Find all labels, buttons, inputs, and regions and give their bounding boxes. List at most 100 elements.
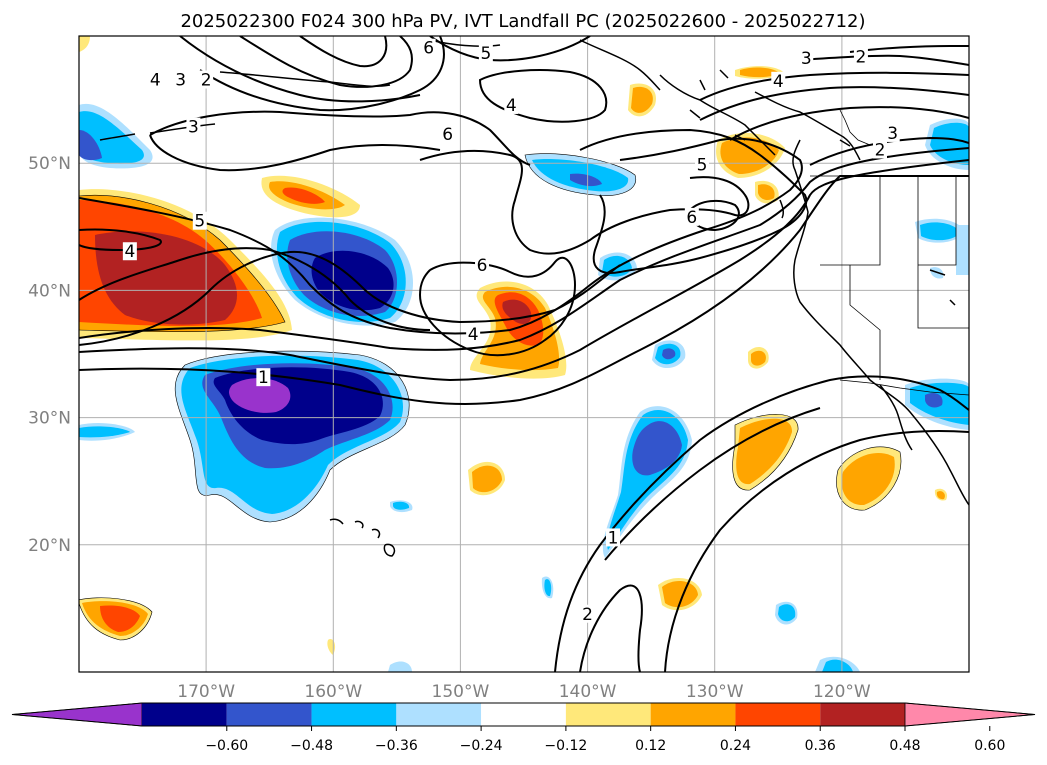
pv-contours — [79, 36, 969, 672]
colorbar-extend-low — [11, 702, 143, 727]
contour-label: 5 — [194, 212, 205, 232]
positive-anomaly — [740, 67, 780, 78]
colorbar-tick-label: −0.48 — [290, 738, 333, 754]
contour-label-bg — [695, 155, 709, 174]
colorbar-extend-high — [904, 702, 1036, 727]
shade-outline — [79, 153, 902, 641]
colorbar-tick-label: 0.36 — [805, 738, 836, 754]
contour-label-bg — [148, 70, 163, 89]
colorbar-bin — [311, 703, 397, 726]
lon-tick-label: 130°W — [686, 682, 744, 702]
colorbar-bin — [565, 703, 651, 726]
negative-anomaly — [229, 378, 291, 413]
positive-anomaly — [720, 137, 779, 174]
negative-anomaly — [632, 421, 682, 476]
positive-anomaly — [282, 187, 325, 204]
contour-label: 2 — [582, 605, 593, 625]
negative-anomaly — [925, 393, 943, 408]
lon-tick-label: 170°W — [177, 682, 235, 702]
colorbar-tick-label: 0.60 — [974, 738, 1005, 754]
negative-anomaly — [79, 130, 102, 161]
lat-tick-labels: 50°N 40°N 30°N 20°N — [28, 154, 71, 556]
contour-label-bg — [440, 125, 455, 144]
contour-label: 5 — [480, 44, 491, 64]
negative-anomaly — [570, 173, 602, 187]
contour-label: 4 — [468, 325, 479, 345]
negative-anomaly — [956, 225, 969, 275]
map-frame — [78, 35, 970, 673]
lon-tick-label: 150°W — [432, 682, 490, 702]
contour-label: 1 — [608, 528, 619, 548]
lon-tick-labels: 170°W 160°W 150°W 140°W 130°W 120°W — [177, 682, 871, 702]
contour-label-bg — [684, 207, 699, 226]
contour-label-bg — [466, 324, 481, 343]
colorbar-tick-label: −0.24 — [460, 738, 503, 754]
colorbar-bin — [820, 703, 905, 726]
contour-label-bg — [421, 38, 436, 57]
colorbar-tick-label: −0.36 — [375, 738, 418, 754]
contour-label: 2 — [201, 71, 212, 91]
contour-label: 3 — [175, 71, 186, 91]
contour-label-bg — [173, 70, 188, 89]
lon-tick-label: 160°W — [304, 682, 362, 702]
negative-anomaly — [544, 579, 552, 597]
lat-tick-label: 40°N — [28, 281, 71, 301]
positive-anomaly — [841, 453, 895, 506]
contour-label: 2 — [856, 48, 867, 68]
colorbar-bin — [650, 703, 736, 726]
colorbar-bin — [226, 703, 312, 726]
lat-tick-label: 30°N — [28, 409, 71, 429]
positive-anomaly — [472, 465, 502, 493]
positive-anomaly — [662, 581, 698, 608]
colorbar-tick-label: 0.24 — [720, 738, 751, 754]
contour-label: 3 — [188, 118, 199, 138]
positive-anomaly — [751, 350, 766, 366]
lon-tick-label: 120°W — [813, 682, 871, 702]
positive-anomaly — [100, 605, 140, 632]
negative-anomaly — [79, 426, 130, 438]
lat-tick-label: 50°N — [28, 154, 71, 174]
positive-anomaly — [79, 36, 90, 52]
contour-label: 4 — [124, 242, 135, 262]
contour-label: 3 — [887, 124, 898, 144]
colorbar-tick-label: 0.48 — [889, 738, 920, 754]
figure-title: 2025022300 F024 300 hPa PV, IVT Landfall… — [180, 11, 865, 32]
negative-anomaly — [393, 501, 410, 510]
contour-label-bg — [199, 70, 214, 89]
negative-anomaly — [822, 659, 853, 672]
contour-label-bg — [853, 47, 868, 66]
colorbar-outline — [11, 702, 1036, 727]
negative-anomaly — [662, 348, 676, 360]
contour-label-bg — [771, 71, 786, 90]
contour-label-bg — [606, 528, 620, 547]
contour-label-bg — [256, 368, 271, 387]
contour-label: 6 — [442, 125, 453, 145]
contour-label-bg — [885, 123, 900, 142]
positive-anomaly — [936, 491, 945, 500]
negative-anomaly — [778, 604, 796, 622]
negative-anomaly — [388, 661, 412, 672]
colorbar-bin — [142, 703, 227, 726]
contour-label-bg — [873, 140, 887, 159]
contour-label: 5 — [697, 156, 708, 176]
colorbar-bin — [396, 703, 482, 726]
contour-label-bg — [580, 604, 595, 623]
positive-anomaly — [631, 86, 653, 113]
contour-label-bg — [186, 117, 201, 136]
contour-label-bg — [504, 95, 519, 114]
contour-label: 4 — [773, 72, 784, 92]
contour-label-bg — [475, 256, 490, 275]
lon-tick-label: 140°W — [559, 682, 617, 702]
contour-label: 6 — [423, 39, 434, 59]
contour-label: 6 — [477, 256, 488, 276]
negative-anomaly — [930, 122, 969, 165]
colorbar-tick-label: −0.12 — [544, 738, 587, 754]
contour-label: 2 — [875, 140, 886, 160]
contour-label: 1 — [258, 368, 269, 388]
lat-tick-label: 20°N — [28, 536, 71, 556]
contour-label-bg — [799, 48, 814, 67]
contour-label-bg — [192, 211, 207, 230]
